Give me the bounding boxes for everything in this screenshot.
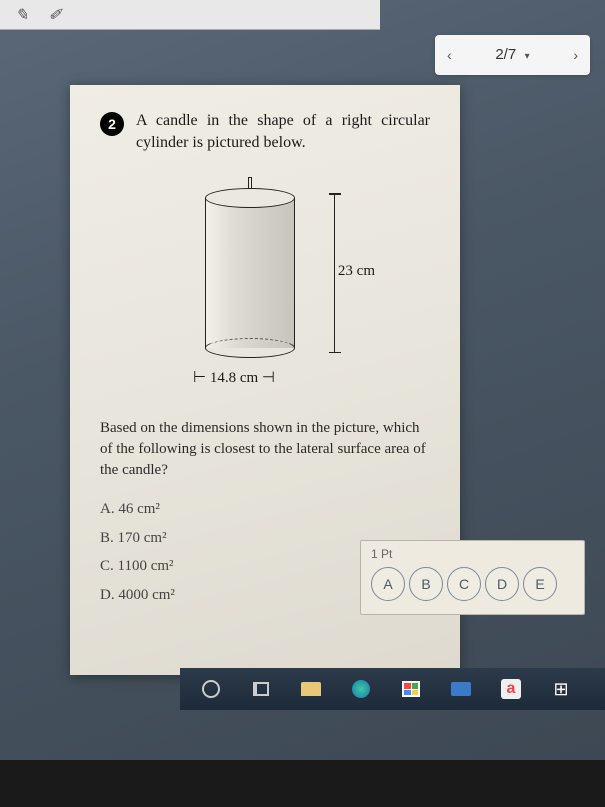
page-indicator[interactable]: 2/7 ▾ bbox=[495, 46, 529, 64]
height-label: 23 cm bbox=[338, 263, 375, 280]
bubble-a[interactable]: A bbox=[371, 567, 405, 601]
toolbar-icons: ✎ ✐ bbox=[15, 5, 62, 25]
choice-a: A. 46 cm² bbox=[100, 495, 430, 524]
question-page: 2 A candle in the shape of a right circu… bbox=[70, 85, 460, 675]
prev-page-button[interactable]: ‹ bbox=[447, 47, 452, 63]
dropbox-icon[interactable]: ⊞ bbox=[550, 678, 572, 700]
width-label: ⊢ 14.8 cm ⊣ bbox=[193, 368, 275, 387]
height-dimension-line bbox=[334, 193, 335, 353]
pen-tool-icon[interactable]: ✎ bbox=[15, 5, 28, 25]
cortana-icon[interactable] bbox=[200, 678, 222, 700]
page-dropdown-icon[interactable]: ▾ bbox=[525, 51, 530, 62]
question-subtext: Based on the dimensions shown in the pic… bbox=[100, 418, 430, 481]
cylinder-bottom-ellipse bbox=[205, 338, 295, 358]
answer-bubble-panel: 1 Pt A B C D E bbox=[360, 540, 585, 615]
highlighter-icon[interactable]: ✐ bbox=[48, 5, 61, 25]
page-number: 2/7 bbox=[495, 46, 516, 63]
app-screen: ✎ ✐ ‹ 2/7 ▾ › 2 A candle in the shape of… bbox=[0, 0, 605, 760]
bubble-e[interactable]: E bbox=[523, 567, 557, 601]
answer-bubbles: A B C D E bbox=[371, 567, 574, 601]
windows-taskbar: a ⊞ bbox=[180, 668, 605, 710]
task-view-icon[interactable] bbox=[250, 678, 272, 700]
top-toolbar: ✎ ✐ bbox=[0, 0, 380, 30]
bubble-c[interactable]: C bbox=[447, 567, 481, 601]
next-page-button[interactable]: › bbox=[573, 47, 578, 63]
question-header: 2 A candle in the shape of a right circu… bbox=[100, 110, 430, 153]
amazon-icon[interactable]: a bbox=[500, 678, 522, 700]
mail-icon[interactable] bbox=[450, 678, 472, 700]
bubble-d[interactable]: D bbox=[485, 567, 519, 601]
cylinder-figure: 23 cm ⊢ 14.8 cm ⊣ bbox=[165, 173, 365, 393]
question-text: A candle in the shape of a right circula… bbox=[136, 110, 430, 153]
bubble-b[interactable]: B bbox=[409, 567, 443, 601]
cylinder-body bbox=[205, 198, 295, 348]
question-number-badge: 2 bbox=[100, 112, 124, 136]
page-navigator: ‹ 2/7 ▾ › bbox=[435, 35, 590, 75]
microsoft-store-icon[interactable] bbox=[400, 678, 422, 700]
edge-browser-icon[interactable] bbox=[350, 678, 372, 700]
points-label: 1 Pt bbox=[371, 547, 574, 561]
file-explorer-icon[interactable] bbox=[300, 678, 322, 700]
